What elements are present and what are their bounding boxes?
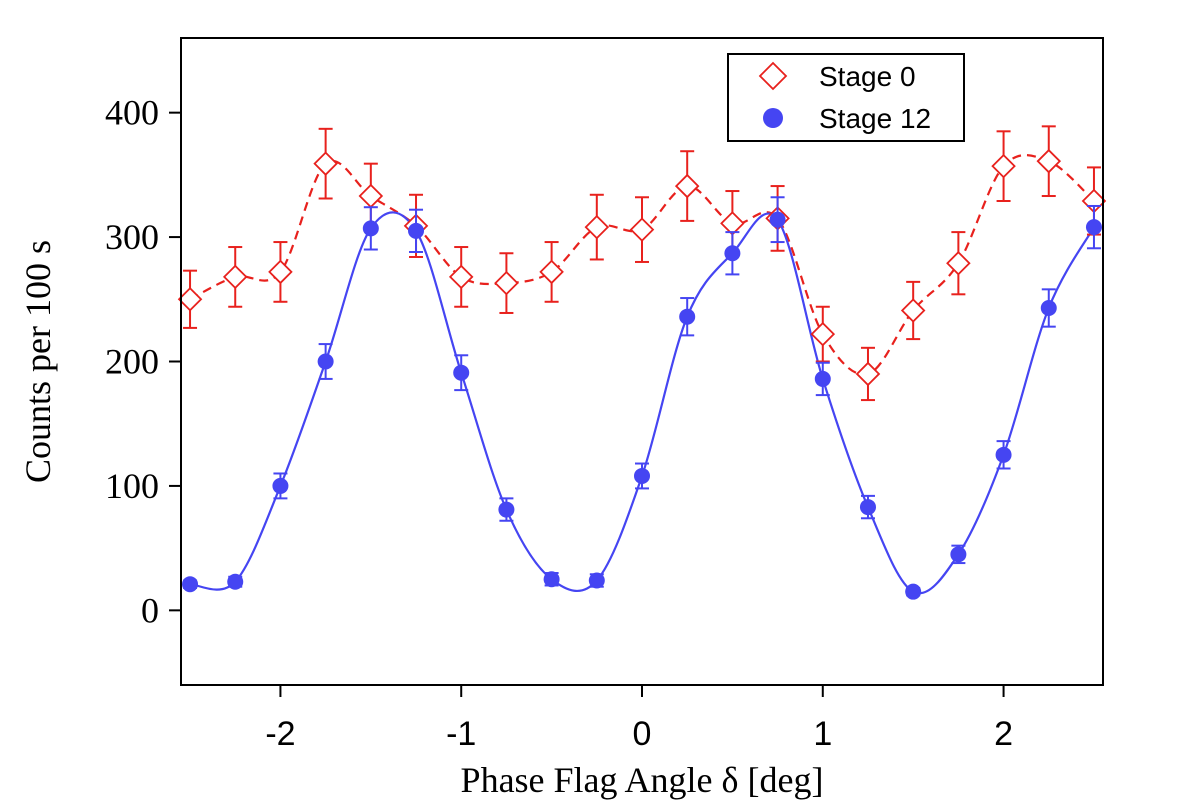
legend-label-stage-0: Stage 0 xyxy=(819,61,916,92)
data-point-stage-0 xyxy=(584,214,610,240)
data-point-stage-12 xyxy=(859,499,876,516)
data-point-stage-0 xyxy=(900,298,926,323)
data-point-stage-12 xyxy=(1085,219,1102,236)
x-axis-ticks: -2 -1 0 1 2 xyxy=(265,685,1013,753)
data-point-stage-12 xyxy=(408,222,425,239)
data-point-stage-12 xyxy=(543,571,560,588)
y-axis-ticks: 0 100 200 300 400 xyxy=(105,93,181,630)
data-point-stage-12 xyxy=(724,245,741,262)
data-point-stage-12 xyxy=(769,211,786,228)
data-point-stage-0 xyxy=(358,183,384,209)
x-tick-label: 0 xyxy=(633,715,652,753)
data-point-stage-12 xyxy=(182,576,199,593)
data-point-stage-12 xyxy=(317,353,334,370)
data-point-stage-0 xyxy=(720,211,745,236)
x-axis-label: Phase Flag Angle δ [deg] xyxy=(461,760,824,800)
y-tick-label: 100 xyxy=(105,466,159,506)
data-points xyxy=(177,125,1107,600)
data-point-stage-12 xyxy=(679,308,696,325)
data-point-stage-12 xyxy=(634,467,650,484)
data-point-stage-12 xyxy=(950,546,967,563)
data-point-stage-12 xyxy=(453,364,470,381)
legend: Stage 0 Stage 12 xyxy=(727,53,965,142)
data-point-stage-0 xyxy=(313,151,338,176)
data-point-stage-0 xyxy=(1036,148,1062,174)
data-point-stage-12 xyxy=(588,572,605,589)
data-point-stage-12 xyxy=(362,220,379,237)
x-tick-label: -2 xyxy=(265,715,295,753)
data-point-stage-0 xyxy=(991,153,1016,179)
data-point-stage-0 xyxy=(222,264,248,290)
y-axis-label: Counts per 100 s xyxy=(18,240,58,483)
data-point-stage-0 xyxy=(448,264,474,290)
data-point-stage-12 xyxy=(272,477,289,494)
y-tick-label: 0 xyxy=(141,590,159,630)
y-tick-label: 400 xyxy=(105,93,159,133)
legend-marker-stage-12 xyxy=(763,108,783,128)
data-point-stage-12 xyxy=(905,583,922,600)
data-point-stage-0 xyxy=(268,259,293,285)
data-point-stage-0 xyxy=(855,361,881,387)
y-tick-label: 200 xyxy=(105,342,159,382)
legend-circle-marker xyxy=(763,108,783,128)
data-point-stage-0 xyxy=(177,287,203,312)
data-point-stage-12 xyxy=(995,446,1012,463)
y-tick-label: 300 xyxy=(105,217,159,257)
data-point-stage-12 xyxy=(814,370,831,387)
data-point-stage-0 xyxy=(946,250,971,276)
data-point-stage-0 xyxy=(674,173,700,199)
data-point-stage-0 xyxy=(629,217,655,242)
x-tick-label: 2 xyxy=(994,715,1013,753)
data-point-stage-0 xyxy=(539,259,564,285)
data-point-stage-0 xyxy=(494,270,519,296)
data-point-stage-0 xyxy=(810,321,836,347)
legend-diamond-marker xyxy=(758,61,788,91)
data-point-stage-12 xyxy=(1040,299,1057,316)
x-tick-label: 1 xyxy=(813,715,832,753)
data-point-stage-12 xyxy=(498,501,515,518)
x-tick-label: -1 xyxy=(446,715,476,753)
legend-label-stage-12: Stage 12 xyxy=(819,103,931,134)
data-point-stage-12 xyxy=(227,573,244,590)
legend-marker-stage-0 xyxy=(758,61,788,91)
